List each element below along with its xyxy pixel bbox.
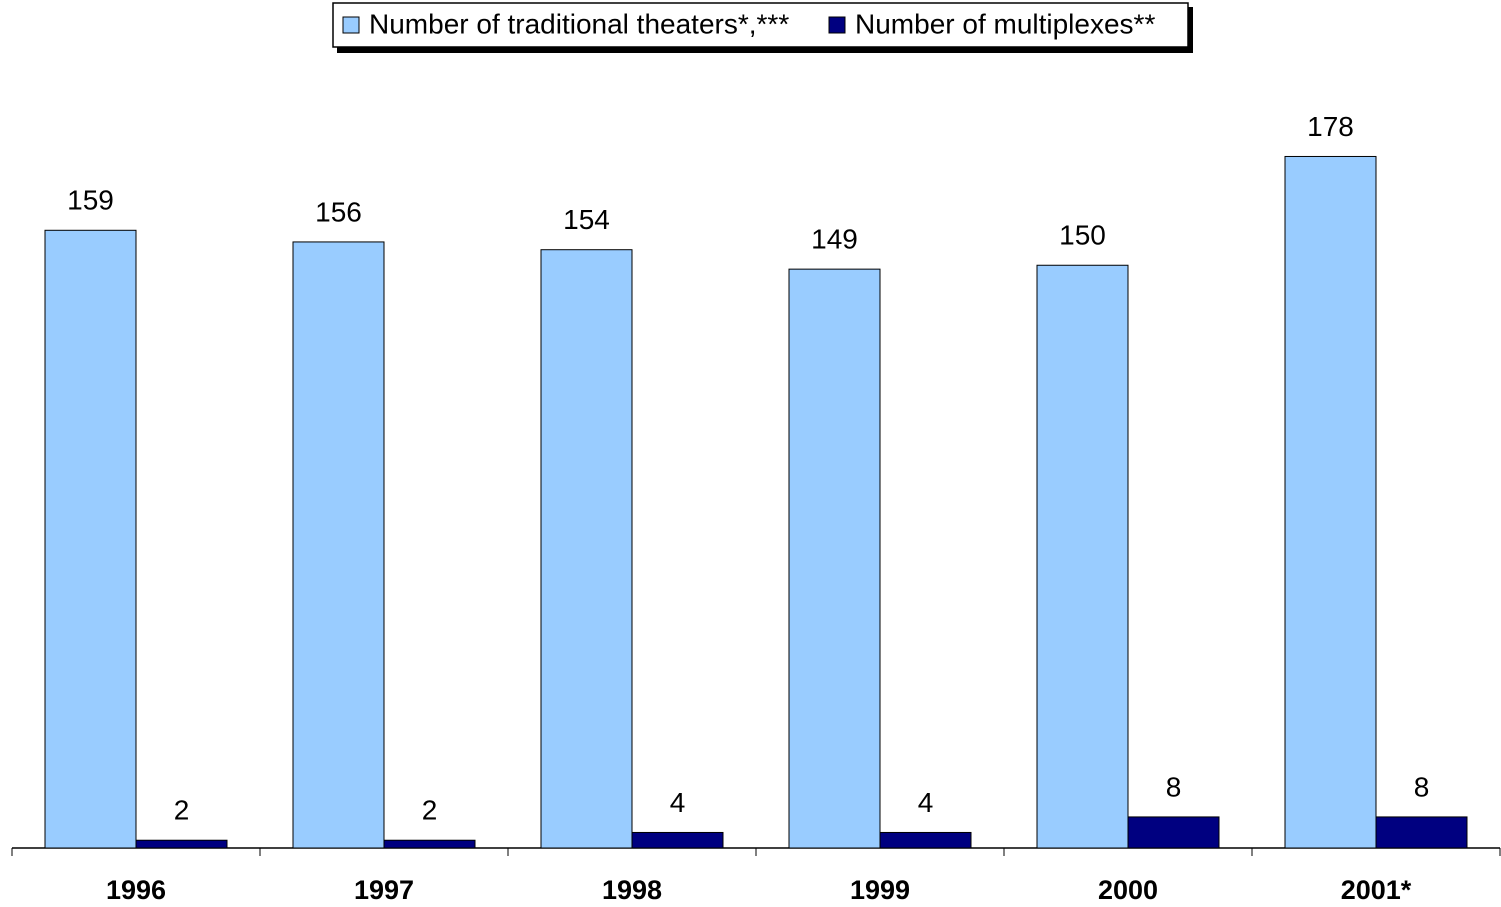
- data-label: 2: [174, 795, 190, 826]
- data-label: 8: [1166, 771, 1182, 802]
- data-label: 178: [1307, 111, 1354, 142]
- data-label: 4: [918, 787, 934, 818]
- bar: [879, 831, 972, 849]
- data-label: 154: [563, 204, 610, 235]
- x-tick-label: 1998: [602, 875, 662, 905]
- bar: [1127, 816, 1220, 849]
- bar: [788, 268, 881, 849]
- bar: [1036, 264, 1129, 849]
- data-label: 149: [811, 224, 858, 255]
- legend-label: Number of traditional theaters*,***: [369, 8, 789, 39]
- data-label: 2: [422, 795, 438, 826]
- x-tick-label: 1997: [354, 875, 414, 905]
- x-tick-label: 2001*: [1341, 875, 1412, 905]
- legend-swatch: [342, 16, 360, 34]
- data-label: 156: [315, 196, 362, 227]
- legend-swatch: [828, 16, 846, 34]
- bar: [631, 831, 724, 849]
- x-tick-label: 1996: [106, 875, 166, 905]
- x-tick-label: 1999: [850, 875, 910, 905]
- bar: [1375, 816, 1468, 849]
- data-label: 159: [67, 185, 114, 216]
- bar: [383, 839, 476, 849]
- bar: [540, 249, 633, 849]
- data-label: 150: [1059, 220, 1106, 251]
- data-label: 8: [1414, 771, 1430, 802]
- bar: [44, 229, 137, 849]
- bar: [135, 839, 228, 849]
- legend: [332, 2, 1189, 48]
- bar: [1284, 155, 1377, 849]
- bar: [292, 241, 385, 849]
- legend-label: Number of multiplexes**: [855, 8, 1155, 39]
- data-label: 4: [670, 787, 686, 818]
- x-tick-label: 2000: [1098, 875, 1158, 905]
